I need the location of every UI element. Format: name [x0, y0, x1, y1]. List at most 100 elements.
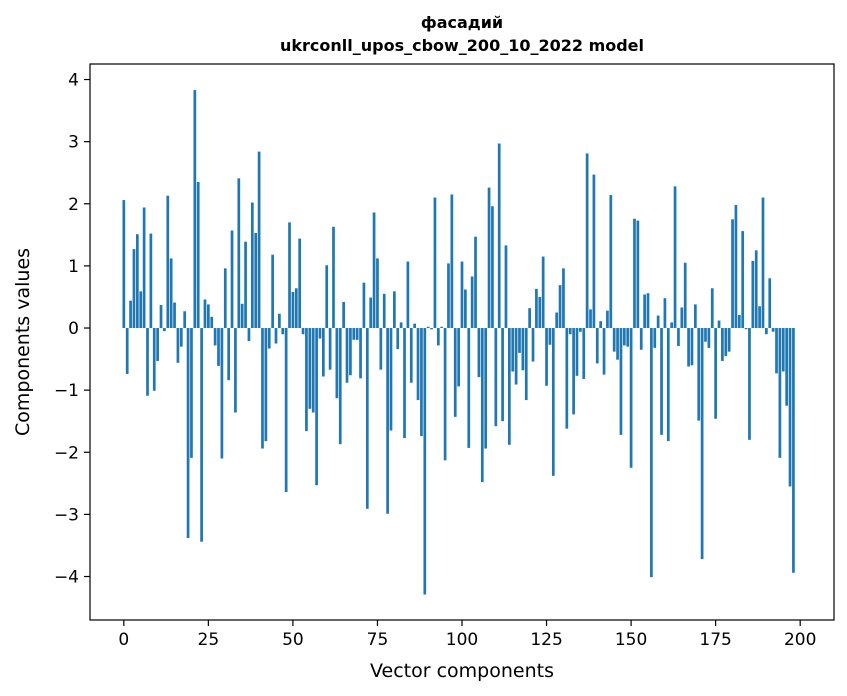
bar-193 [775, 328, 778, 374]
bar-142 [602, 328, 606, 375]
bar-39 [254, 232, 258, 329]
bar-59 [321, 328, 325, 377]
bar-103 [470, 276, 474, 329]
bar-26 [210, 316, 214, 329]
bar-86 [413, 323, 417, 329]
x-tick-label: 50 [282, 630, 304, 650]
bar-155 [646, 293, 650, 329]
bar-94 [440, 326, 444, 329]
bar-25 [207, 304, 210, 329]
bar-141 [599, 321, 603, 329]
bar-188 [758, 306, 761, 329]
bar-76 [379, 328, 383, 370]
bar-154 [643, 294, 646, 329]
bar-143 [606, 310, 609, 329]
bar-192 [771, 328, 775, 332]
bar-58 [318, 328, 322, 339]
bar-183 [741, 231, 745, 329]
bar-140 [595, 328, 599, 364]
y-tick-label: 4 [68, 71, 79, 91]
bar-106 [480, 328, 484, 483]
bar-40 [257, 151, 261, 329]
bar-115 [511, 328, 515, 372]
bar-137 [585, 153, 589, 329]
bar-161 [666, 328, 670, 442]
bar-111 [497, 143, 501, 329]
bar-95 [443, 328, 447, 461]
bar-187 [754, 250, 758, 329]
bar-28 [217, 328, 220, 366]
bar-167 [687, 328, 690, 367]
x-tick-label: 150 [615, 630, 647, 650]
bar-62 [332, 226, 335, 329]
bar-104 [474, 236, 477, 329]
bar-126 [548, 328, 552, 345]
bar-48 [284, 328, 288, 493]
bar-37 [247, 328, 251, 342]
bar-128 [555, 312, 559, 329]
bar-151 [633, 218, 636, 329]
bar-36 [244, 241, 247, 329]
bar-85 [409, 328, 413, 383]
bar-186 [751, 260, 755, 329]
bar-120 [528, 308, 531, 329]
bar-18 [183, 311, 187, 329]
bar-72 [365, 328, 369, 509]
bar-148 [622, 328, 626, 346]
bar-14 [169, 258, 173, 329]
bar-147 [619, 328, 623, 435]
bar-127 [551, 328, 555, 476]
bar-101 [464, 289, 467, 329]
bar-168 [690, 328, 694, 366]
bar-75 [376, 258, 379, 329]
bar-113 [504, 245, 508, 329]
bar-45 [274, 328, 278, 344]
bar-20 [190, 328, 193, 458]
bar-64 [338, 328, 342, 445]
bar-181 [734, 205, 738, 329]
bar-196 [785, 328, 789, 406]
bar-98 [453, 328, 457, 417]
bar-2 [129, 300, 132, 329]
bar-131 [565, 328, 569, 429]
bar-122 [535, 288, 538, 329]
bar-47 [281, 328, 285, 335]
bar-53 [301, 328, 305, 335]
bar-125 [545, 328, 548, 386]
bar-90 [426, 326, 430, 329]
bar-157 [653, 328, 657, 348]
bar-4 [135, 234, 139, 329]
bar-116 [514, 328, 518, 385]
bar-33 [234, 328, 237, 413]
bar-182 [737, 314, 741, 329]
bar-195 [781, 328, 785, 372]
x-tick-label: 0 [118, 630, 129, 650]
bar-42 [264, 328, 268, 442]
bar-21 [193, 90, 197, 329]
bar-144 [609, 195, 613, 329]
bar-105 [477, 328, 481, 378]
y-tick-label: 3 [68, 133, 79, 153]
x-tick-label: 125 [530, 630, 562, 650]
bar-54 [305, 328, 308, 432]
bar-38 [250, 202, 254, 329]
bar-30 [223, 268, 227, 329]
x-axis-label: Vector components [370, 660, 554, 682]
bar-162 [670, 322, 674, 329]
bar-55 [308, 328, 312, 409]
x-tick-label: 75 [367, 630, 389, 650]
bar-197 [788, 328, 792, 487]
bar-174 [710, 288, 714, 329]
bar-130 [562, 268, 565, 329]
bar-146 [616, 328, 619, 360]
bar-67 [349, 328, 352, 376]
bar-84 [406, 261, 410, 329]
bar-152 [636, 220, 640, 329]
bar-65 [342, 301, 345, 329]
plot-frame [89, 63, 835, 621]
bar-93 [436, 328, 440, 346]
bar-171 [700, 328, 704, 560]
bar-69 [355, 328, 359, 340]
bar-138 [589, 309, 592, 329]
bar-134 [575, 328, 579, 376]
